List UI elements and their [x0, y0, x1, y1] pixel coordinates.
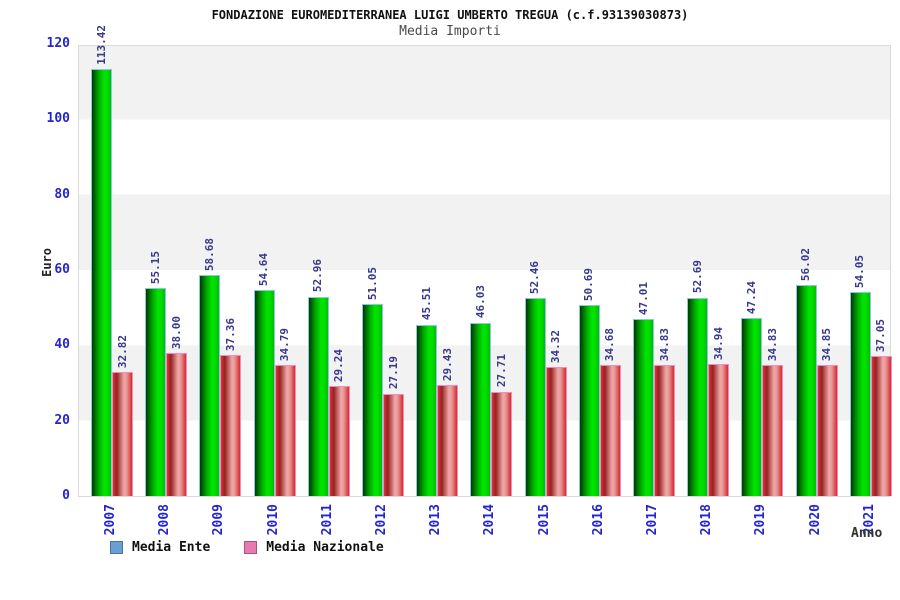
- value-label-media-ente-2015: 52.46: [528, 261, 542, 295]
- legend-label-media-ente: Media Ente: [132, 540, 211, 555]
- bar-media-nazionale-2021: [870, 356, 892, 496]
- value-label-media-nazionale-2007: 32.82: [115, 335, 129, 369]
- x-tick-2009: 2009: [211, 504, 227, 536]
- bar-media-ente-2020: [795, 285, 817, 496]
- x-tick-2010: 2010: [265, 504, 281, 536]
- bar-media-ente-2008: [145, 288, 167, 496]
- value-label-media-nazionale-2013: 29.43: [440, 347, 454, 382]
- x-tick-2016: 2016: [590, 504, 606, 536]
- value-label-media-ente-2020: 56.02: [799, 247, 813, 281]
- bar-media-ente-2021: [849, 292, 871, 496]
- bar-media-nazionale-2013: [437, 385, 459, 496]
- x-tick-2008: 2008: [157, 504, 173, 536]
- bar-media-nazionale-2020: [816, 364, 838, 496]
- bar-media-ente-2011: [307, 296, 329, 496]
- value-label-media-nazionale-2011: 29.24: [332, 348, 346, 382]
- value-label-media-ente-2008: 55.15: [148, 251, 162, 285]
- chart-title: FONDAZIONE EUROMEDITERRANEA LUIGI UMBERT…: [211, 8, 689, 22]
- bar-media-nazionale-2019: [762, 364, 784, 496]
- legend: Media Ente Media Nazionale: [110, 540, 408, 555]
- bar-media-ente-2013: [416, 324, 438, 496]
- chart-subtitle: Media Importi: [399, 24, 501, 39]
- bar-media-nazionale-2009: [220, 355, 242, 496]
- bar-media-nazionale-2016: [599, 365, 621, 496]
- bar-media-ente-2012: [362, 303, 383, 496]
- y-tick-80: 80: [54, 186, 70, 202]
- value-label-media-nazionale-2015: 34.32: [549, 329, 563, 363]
- bar-media-nazionale-2012: [383, 393, 404, 496]
- value-label-media-ente-2010: 54.64: [257, 253, 271, 287]
- legend-label-media-nazionale: Media Nazionale: [266, 540, 384, 555]
- x-axis-label: Anno: [851, 526, 883, 541]
- value-label-media-nazionale-2009: 37.36: [223, 318, 237, 352]
- bar-media-ente-2016: [578, 305, 600, 496]
- value-label-media-ente-2013: 45.51: [419, 287, 433, 321]
- value-label-media-ente-2016: 50.69: [582, 267, 596, 302]
- plot-area: 113.42 32.82 55.15 38.00 58.68 37.36 54.64 34.7…: [78, 25, 892, 497]
- bar-media-nazionale-2015: [545, 366, 567, 496]
- bar-media-ente-2009: [199, 275, 221, 496]
- x-tick-2011: 2011: [319, 504, 335, 536]
- media-ente-swatch-icon: [110, 541, 123, 554]
- bar-media-ente-2007: [91, 68, 112, 496]
- value-label-media-nazionale-2010: 34.79: [278, 327, 292, 361]
- value-label-media-nazionale-2020: 34.85: [820, 327, 834, 361]
- bar-media-nazionale-2007: [112, 372, 133, 496]
- value-label-media-ente-2012: 51.05: [365, 266, 379, 300]
- y-tick-120: 120: [46, 36, 70, 51]
- value-label-media-ente-2018: 52.69: [690, 260, 704, 294]
- bar-media-ente-2010: [253, 290, 275, 496]
- value-label-media-ente-2011: 52.96: [311, 259, 325, 293]
- x-tick-2007: 2007: [103, 504, 118, 536]
- bar-media-ente-2018: [687, 297, 709, 496]
- y-tick-20: 20: [54, 412, 70, 428]
- y-tick-40: 40: [54, 337, 70, 353]
- value-label-media-ente-2009: 58.68: [202, 237, 216, 271]
- value-label-media-nazionale-2008: 38.00: [169, 315, 183, 349]
- x-tick-2013: 2013: [428, 504, 444, 536]
- value-label-media-ente-2017: 47.01: [636, 281, 650, 315]
- value-label-media-ente-2021: 54.05: [853, 255, 867, 289]
- x-tick-2012: 2012: [374, 504, 389, 536]
- x-tick-2019: 2019: [753, 504, 769, 536]
- y-tick-0: 0: [62, 488, 70, 503]
- y-tick-60: 60: [54, 262, 70, 277]
- value-label-media-nazionale-2012: 27.19: [386, 356, 400, 390]
- bar-media-ente-2017: [633, 318, 654, 496]
- value-label-media-ente-2019: 47.24: [744, 280, 758, 315]
- value-label-media-ente-2014: 46.03: [473, 285, 487, 319]
- value-label-media-nazionale-2019: 34.83: [765, 327, 779, 361]
- legend-item-media-ente: Media Ente: [110, 540, 210, 555]
- value-label-media-nazionale-2017: 34.83: [657, 327, 671, 361]
- bar-media-nazionale-2010: [274, 365, 296, 496]
- x-tick-2017: 2017: [645, 504, 660, 536]
- bar-media-ente-2019: [741, 318, 763, 496]
- x-tick-2018: 2018: [699, 504, 715, 536]
- legend-item-media-nazionale: Media Nazionale: [244, 540, 384, 555]
- bar-media-nazionale-2018: [708, 364, 730, 496]
- x-tick-2015: 2015: [536, 504, 552, 536]
- value-label-media-ente-2007: 113.42: [94, 25, 108, 65]
- x-tick-2014: 2014: [482, 504, 498, 536]
- value-label-media-nazionale-2016: 34.68: [603, 328, 617, 362]
- value-label-media-nazionale-2021: 37.05: [874, 319, 888, 353]
- bar-media-nazionale-2008: [166, 352, 188, 496]
- y-tick-100: 100: [46, 111, 70, 127]
- value-label-media-nazionale-2014: 27.71: [494, 354, 508, 388]
- x-tick-2020: 2020: [807, 504, 823, 536]
- media-nazionale-swatch-icon: [244, 541, 258, 554]
- value-label-media-nazionale-2018: 34.94: [711, 327, 725, 361]
- bar-media-ente-2014: [470, 322, 492, 496]
- bar-media-nazionale-2011: [328, 385, 350, 496]
- bar-media-nazionale-2017: [654, 364, 675, 496]
- bar-media-ente-2015: [524, 298, 546, 496]
- bar-media-nazionale-2014: [491, 391, 513, 496]
